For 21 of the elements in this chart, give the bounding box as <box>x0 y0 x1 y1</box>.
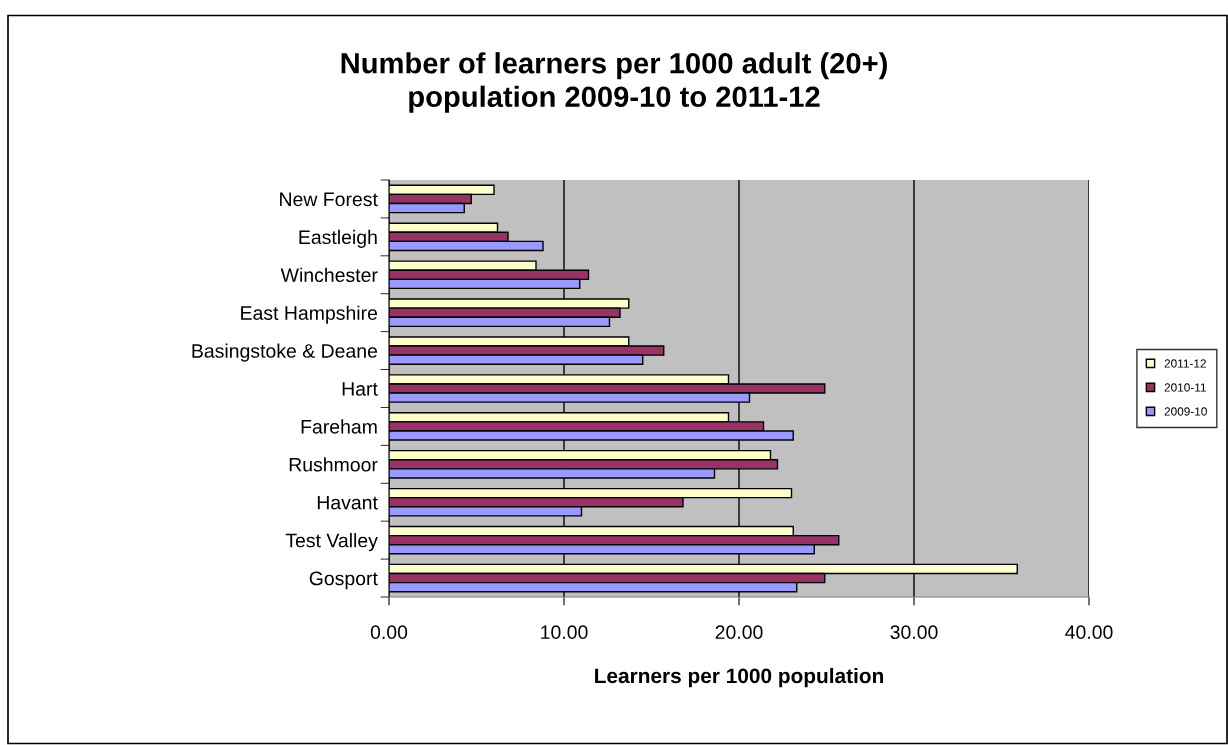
y-tick-label: Eastleigh <box>299 229 377 248</box>
x-tick-label: 0.00 <box>370 625 408 640</box>
chart-title: Number of learners per 1000 adult (20+) population 2009-10 to 2011-12 <box>341 52 887 113</box>
y-tick-label: Gosport <box>309 571 378 590</box>
y-tick-label: Basingstoke & Deane <box>192 343 378 362</box>
x-tick-label: 30.00 <box>890 625 938 640</box>
y-tick-label: Fareham <box>301 419 377 434</box>
x-tick-label: 20.00 <box>715 625 763 640</box>
x-tick-label: 10.00 <box>541 625 588 640</box>
x-tick-label: 40.00 <box>1065 625 1113 640</box>
y-tick-label: East Hampshire <box>241 305 378 324</box>
x-axis-title: Learners per 1000 population <box>595 667 884 688</box>
y-tick-label: New Forest <box>280 192 378 207</box>
y-tick-label: Rushmoor <box>289 457 378 472</box>
y-tick-label: Test Valley <box>285 533 378 552</box>
y-tick-label: Hart <box>342 382 378 396</box>
legend-label: 2009-10 <box>1164 407 1207 416</box>
y-tick-label: Havant <box>317 495 378 510</box>
legend-label: 2010-11 <box>1164 383 1206 392</box>
y-tick-label: Winchester <box>280 267 378 283</box>
legend-label: 2011-12 <box>1164 359 1206 368</box>
